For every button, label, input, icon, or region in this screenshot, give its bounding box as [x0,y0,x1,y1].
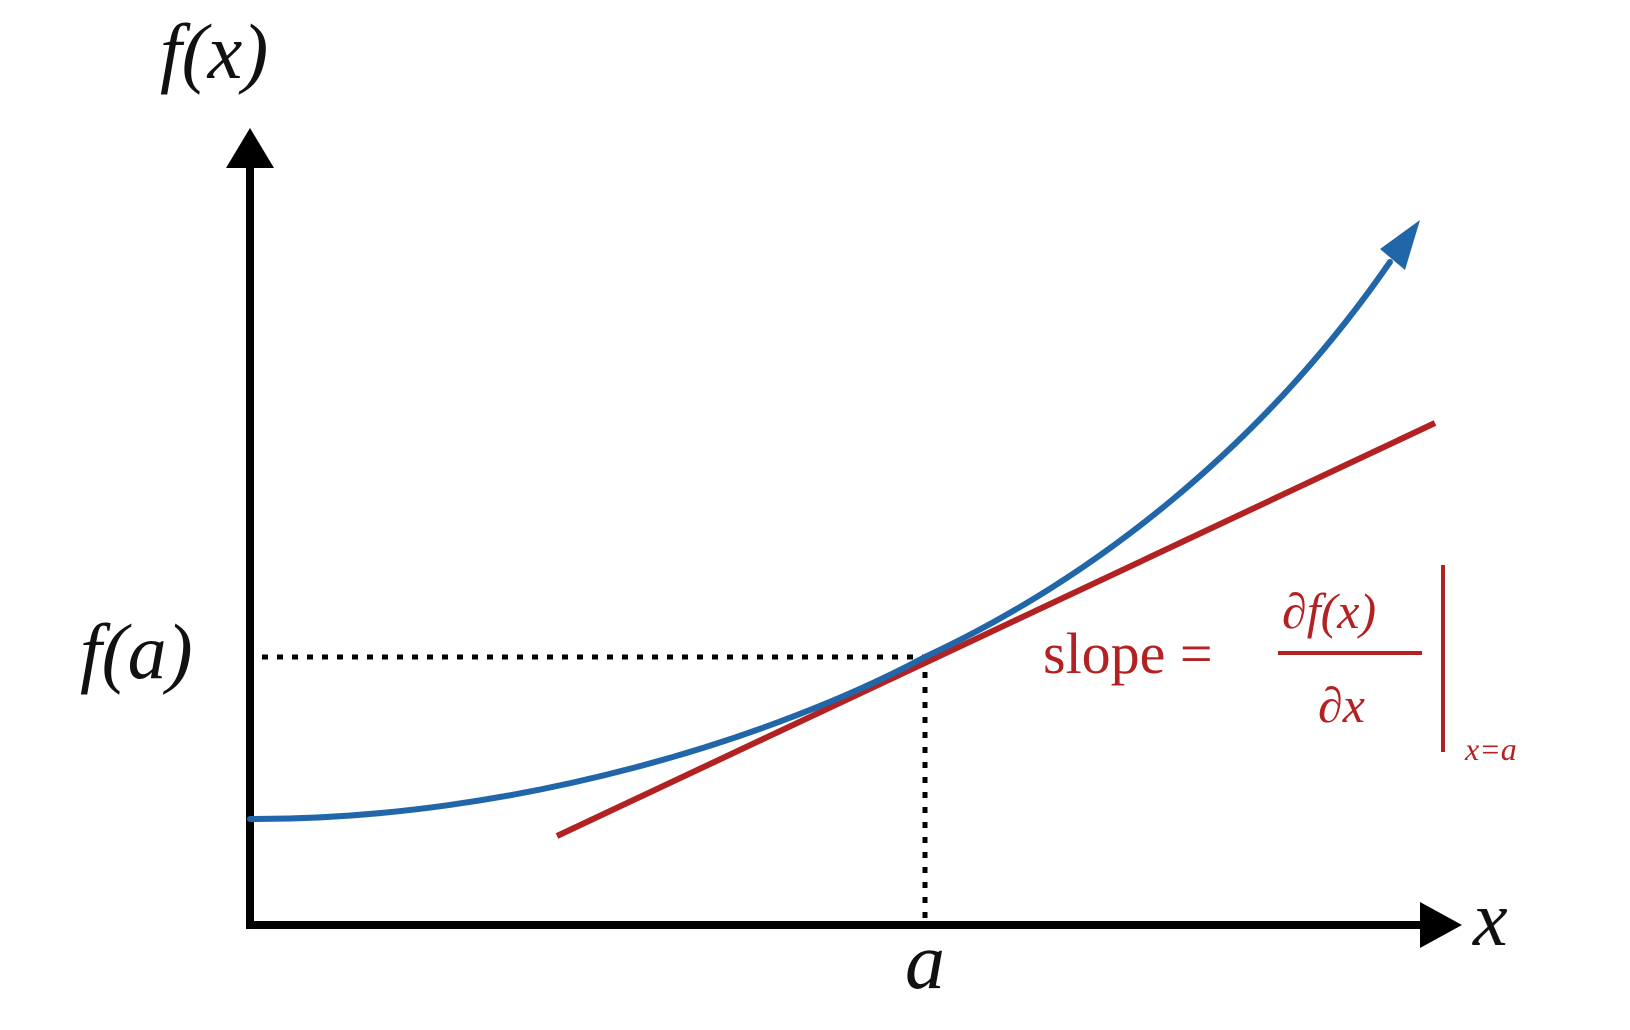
slope-numerator: ∂f(x) [1282,583,1376,639]
slope-evaluated-at: x=a [1464,731,1517,767]
slope-denominator: ∂x [1318,677,1365,733]
x-axis-arrow-icon [1420,902,1462,948]
slope-prefix: slope = [1043,621,1213,686]
a-label: a [905,918,945,1006]
function-curve [250,262,1390,819]
fa-label: f(a) [80,608,193,695]
y-axis-label: f(x) [160,8,268,95]
curve-arrow-icon [1380,220,1420,270]
y-axis-arrow-icon [226,128,274,168]
x-axis-label: x [1472,875,1508,962]
